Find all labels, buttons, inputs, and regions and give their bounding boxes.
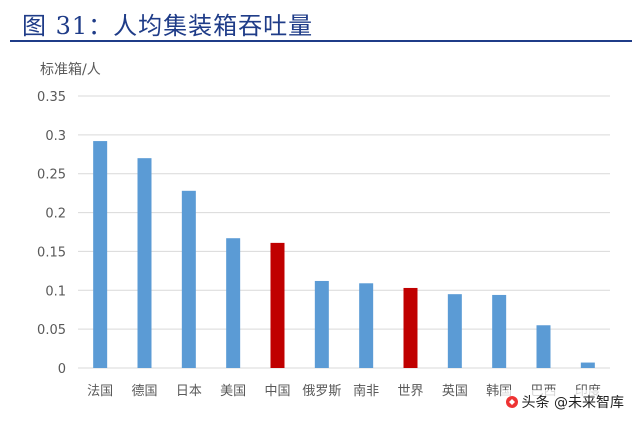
y-axis-ticks: 0 0.05 0.1 0.15 0.2 0.25 0.3 0.35	[37, 90, 66, 377]
y-axis-label: 标准箱/人	[40, 62, 101, 78]
bar	[492, 294, 507, 368]
y-tick-label: 0.3	[45, 129, 66, 144]
gridlines	[78, 95, 610, 369]
bar	[536, 325, 551, 368]
bar	[226, 238, 241, 368]
x-tick-label: 英国	[442, 384, 468, 399]
y-tick-label: 0.35	[37, 90, 66, 105]
bar	[93, 141, 108, 368]
y-tick-label: 0.25	[37, 168, 66, 183]
x-tick-label: 世界	[397, 384, 423, 399]
y-tick-label: 0.2	[45, 207, 66, 222]
x-tick-label: 德国	[131, 384, 157, 399]
figure-header: 图 31：人均集装箱吞吐量	[0, 0, 640, 46]
watermark: 头条 @未来智库	[500, 390, 628, 414]
x-tick-label: 南非	[353, 383, 379, 399]
bar	[403, 287, 418, 368]
brand-logo-icon	[505, 396, 518, 408]
bar	[137, 158, 152, 368]
figure-title: 图 31：人均集装箱吞吐量	[22, 12, 314, 40]
title-underline	[10, 40, 632, 42]
y-tick-label: 0.15	[37, 245, 66, 260]
bar-chart: 标准箱/人 0 0.05 0.1 0.15 0.2 0.25 0.3 0.35 法国 德国 日本 美…	[37, 62, 610, 399]
y-tick-label: 0.1	[45, 284, 66, 299]
y-tick-label: 0.05	[37, 323, 66, 338]
bars	[93, 141, 595, 368]
watermark-text: 头条 @未来智库	[521, 395, 624, 411]
x-tick-label: 中国	[264, 384, 290, 399]
y-tick-label: 0	[58, 362, 66, 377]
bar	[359, 283, 374, 368]
bar	[447, 294, 462, 368]
x-tick-label: 俄罗斯	[302, 384, 341, 399]
bar	[181, 190, 196, 368]
bar	[314, 280, 329, 368]
bar	[270, 242, 285, 368]
x-tick-label: 日本	[176, 384, 202, 399]
x-tick-label: 法国	[87, 384, 113, 399]
x-tick-label: 美国	[220, 384, 246, 399]
bar	[580, 362, 595, 368]
